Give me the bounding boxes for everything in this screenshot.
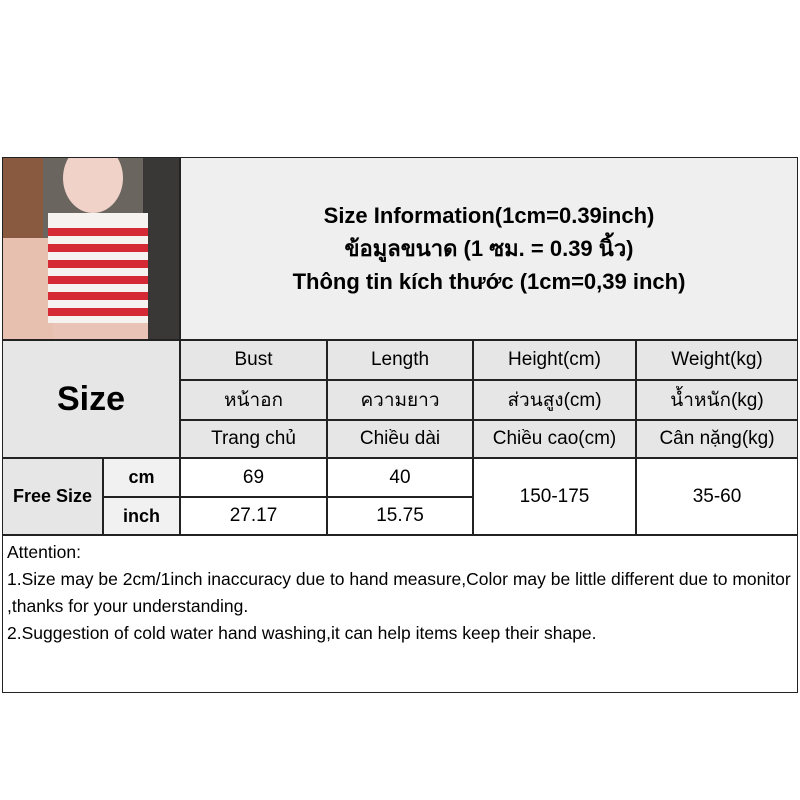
bust-inch: 27.17 [180,497,327,535]
col-weight-vi: Cân nặng(kg) [636,420,798,458]
size-label: Size [2,340,180,458]
weight-range: 35-60 [636,458,798,535]
unit-inch: inch [103,497,180,535]
col-bust-th: หน้าอก [180,380,327,420]
attention-title: Attention: [7,542,81,562]
height-range: 150-175 [473,458,636,535]
col-height-th: ส่วนสูง(cm) [473,380,636,420]
length-cm: 40 [327,458,473,497]
length-inch: 15.75 [327,497,473,535]
title-th: ข้อมูลขนาด (1 ซม. = 0.39 นิ้ว) [344,236,634,261]
product-photo [2,157,180,340]
bust-cm: 69 [180,458,327,497]
attention-line-1: 1.Size may be 2cm/1inch inaccuracy due t… [7,569,791,616]
attention-line-2: 2.Suggestion of cold water hand washing,… [7,623,597,643]
title-en: Size Information(1cm=0.39inch) [323,203,655,228]
unit-cm: cm [103,458,180,497]
col-length-th: ความยาว [327,380,473,420]
attention-notes: Attention: 1.Size may be 2cm/1inch inacc… [2,535,798,693]
col-length-vi: Chiều dài [327,420,473,458]
col-length-en: Length [327,340,473,380]
col-weight-en: Weight(kg) [636,340,798,380]
size-free: Free Size [2,458,103,535]
col-height-en: Height(cm) [473,340,636,380]
col-bust-en: Bust [180,340,327,380]
title-vi: Thông tin kích thước (1cm=0,39 inch) [292,269,686,294]
col-bust-vi: Trang chủ [180,420,327,458]
col-height-vi: Chiều cao(cm) [473,420,636,458]
striped-top [48,213,148,323]
size-info-header: Size Information(1cm=0.39inch) ข้อมูลขนา… [180,157,798,340]
col-weight-th: น้ำหนัก(kg) [636,380,798,420]
